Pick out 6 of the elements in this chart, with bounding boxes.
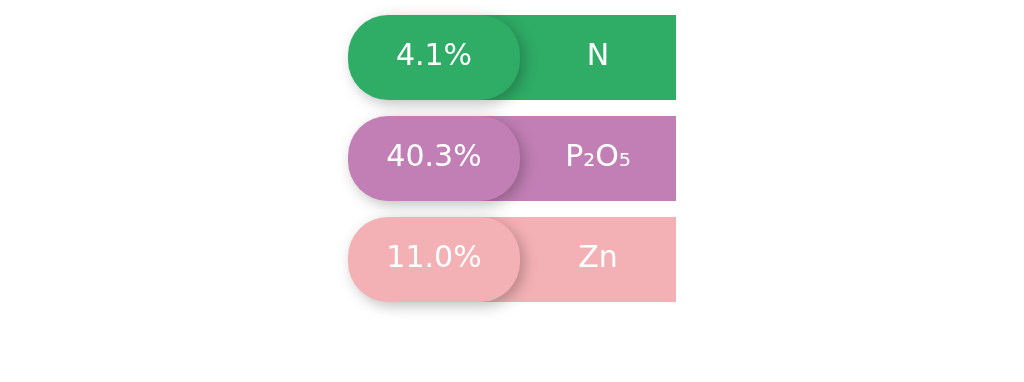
data-label: 11.0% — [386, 239, 482, 275]
data-label: 4.1% — [395, 37, 473, 73]
data-label: 40.3% — [386, 138, 482, 174]
category-label: N — [586, 37, 610, 73]
category-label: Zn — [578, 239, 618, 275]
category-label: P₂O₅ — [565, 138, 631, 174]
